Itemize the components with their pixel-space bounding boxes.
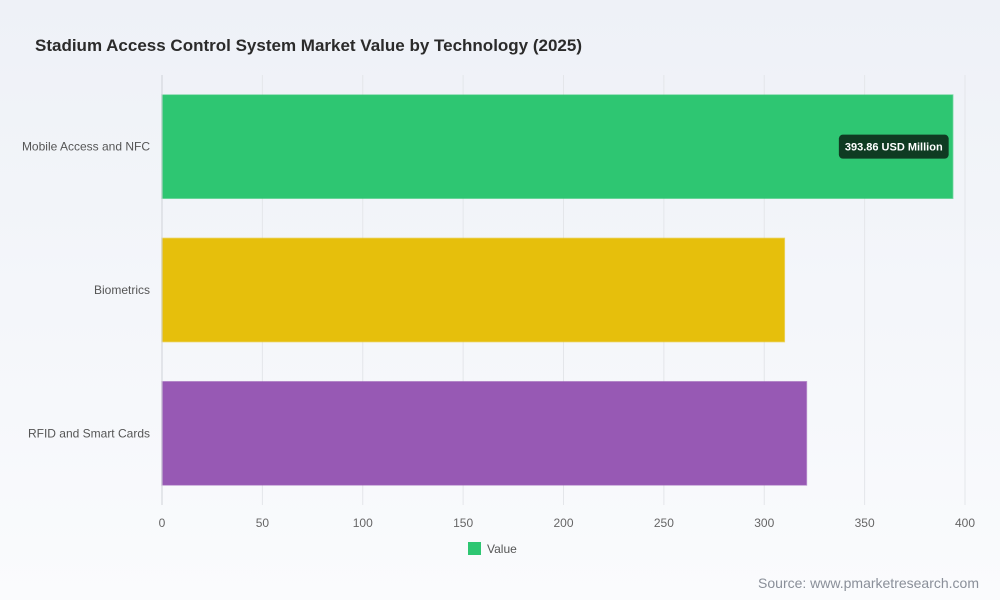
bar-biometrics[interactable] xyxy=(161,237,786,343)
bars xyxy=(161,94,954,486)
value-callout: 393.86 USD Million xyxy=(838,134,949,159)
axes: 0 50 100 150 200 250 300 350 400 xyxy=(159,75,975,530)
source-note: Source: www.pmarketresearch.com xyxy=(758,575,979,591)
x-tick-label: 200 xyxy=(553,516,573,530)
x-tick-label: 300 xyxy=(754,516,774,530)
chart-title: Stadium Access Control System Market Val… xyxy=(35,36,583,55)
value-callout-text: 393.86 USD Million xyxy=(845,142,943,154)
x-tick-label: 250 xyxy=(654,516,674,530)
bar-mobile-access-and-nfc[interactable] xyxy=(161,94,954,200)
x-tick-label: 0 xyxy=(159,516,166,530)
bar-rfid-and-smart-cards[interactable] xyxy=(161,380,808,486)
category-label: Mobile Access and NFC xyxy=(22,140,150,154)
category-label: RFID and Smart Cards xyxy=(28,426,150,440)
x-tick-label: 350 xyxy=(855,516,875,530)
x-tick-label: 150 xyxy=(453,516,473,530)
x-tick-label: 100 xyxy=(353,516,373,530)
labels: Mobile Access and NFC Biometrics RFID and … xyxy=(22,134,949,440)
x-tick-label: 400 xyxy=(955,516,975,530)
legend[interactable]: Value xyxy=(468,542,517,556)
x-tick-label: 50 xyxy=(256,516,270,530)
legend-swatch[interactable] xyxy=(468,542,481,555)
legend-label[interactable]: Value xyxy=(487,542,517,556)
value-callout-box xyxy=(838,134,949,159)
category-label: Biometrics xyxy=(94,283,150,297)
